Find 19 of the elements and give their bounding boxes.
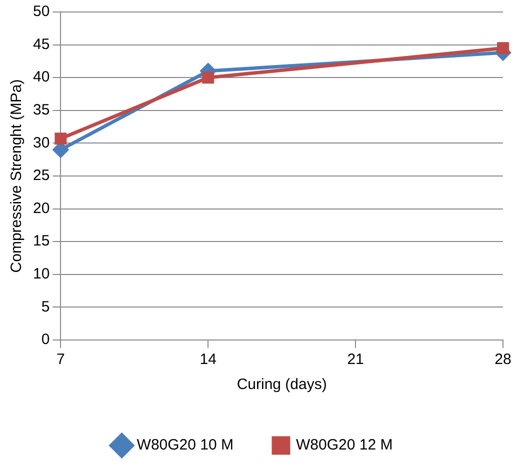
y-tick-label: 15 — [32, 232, 50, 250]
y-tick-label: 20 — [32, 200, 50, 217]
legend-label: W80G20 12 M — [296, 436, 393, 454]
y-tick-label: 50 — [32, 3, 50, 20]
y-tick-label: 5 — [41, 298, 50, 316]
x-tick-label: 7 — [56, 351, 65, 368]
y-tick-label: 0 — [41, 331, 50, 348]
x-tick-label: 28 — [494, 351, 512, 368]
x-tick-label: 14 — [200, 351, 216, 368]
y-tick-label: 30 — [32, 134, 50, 152]
y-tick-label: 25 — [32, 167, 50, 184]
y-tick-label: 45 — [32, 36, 50, 53]
x-tick-label: 21 — [347, 351, 364, 368]
y-tick-label: 35 — [32, 102, 50, 119]
legend-label: W80G20 10 M — [136, 436, 234, 454]
x-axis-title: Curing (days) — [236, 376, 327, 394]
y-tick-label: 10 — [32, 266, 50, 283]
y-axis-title: Compressive Strenght (MPa) — [8, 79, 26, 273]
y-tick-label: 40 — [32, 68, 50, 86]
